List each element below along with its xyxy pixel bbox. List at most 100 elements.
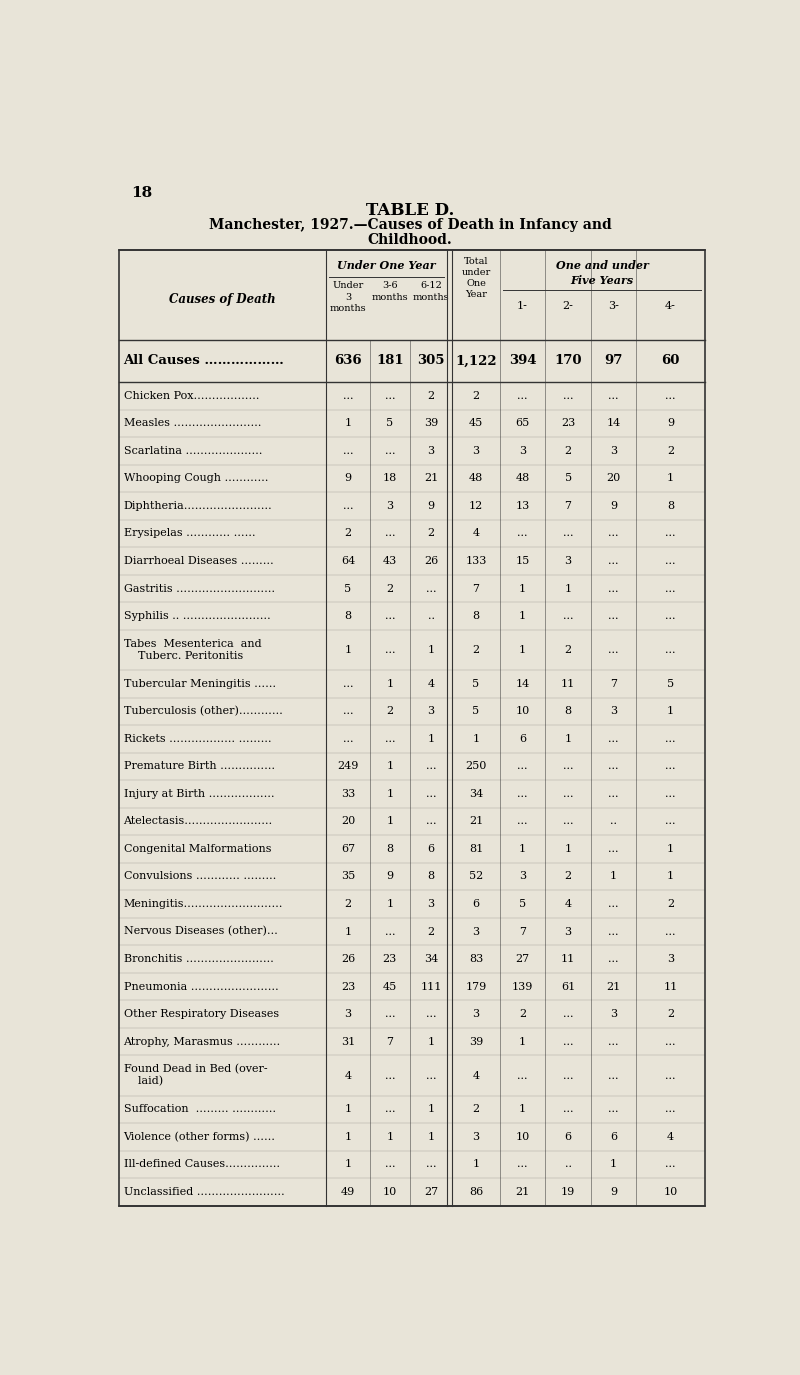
Text: ...: ... [518, 817, 528, 826]
Text: 21: 21 [515, 1187, 530, 1198]
Text: 11: 11 [561, 679, 575, 689]
Text: 6: 6 [473, 899, 479, 909]
Text: ...: ... [563, 390, 574, 400]
Text: Ill-defined Causes……………: Ill-defined Causes…………… [123, 1159, 280, 1170]
Text: 3: 3 [610, 446, 618, 456]
Text: 1: 1 [667, 844, 674, 854]
Text: ...: ... [385, 1009, 395, 1019]
Text: 3: 3 [519, 446, 526, 456]
Text: Injury at Birth ………………: Injury at Birth ……………… [123, 789, 274, 799]
Text: ...: ... [563, 1009, 574, 1019]
Text: 1: 1 [667, 707, 674, 716]
Text: Atelectasis……………………: Atelectasis…………………… [123, 817, 273, 826]
Text: ..: .. [565, 1159, 571, 1170]
Text: ...: ... [609, 583, 619, 594]
Text: 1: 1 [519, 844, 526, 854]
Text: 1: 1 [519, 1037, 526, 1046]
Text: ...: ... [609, 528, 619, 539]
Text: ...: ... [385, 927, 395, 936]
Text: 3: 3 [427, 446, 434, 456]
Text: Tubercular Meningitis ……: Tubercular Meningitis …… [123, 679, 276, 689]
Text: 249: 249 [338, 762, 358, 771]
Text: 1: 1 [345, 927, 351, 936]
Text: 3: 3 [519, 872, 526, 881]
Text: 1: 1 [519, 1104, 526, 1114]
Text: ...: ... [385, 645, 395, 654]
Text: 3-: 3- [608, 301, 619, 311]
Text: Erysipelas ………… ……: Erysipelas ………… …… [123, 528, 255, 539]
Text: ...: ... [665, 762, 676, 771]
Text: ...: ... [385, 734, 395, 744]
Text: ...: ... [385, 446, 395, 456]
Text: 4: 4 [473, 528, 479, 539]
Text: 1: 1 [667, 872, 674, 881]
Text: 27: 27 [515, 954, 530, 964]
Text: 1: 1 [345, 645, 351, 654]
Text: ...: ... [609, 789, 619, 799]
Text: 2: 2 [473, 390, 479, 400]
Text: 5: 5 [386, 418, 394, 429]
Text: 181: 181 [376, 355, 404, 367]
Text: ...: ... [426, 1009, 436, 1019]
Text: 10: 10 [515, 1132, 530, 1141]
Text: Diphtheria……………………: Diphtheria…………………… [123, 500, 272, 512]
Text: 2: 2 [386, 707, 394, 716]
Text: ...: ... [518, 528, 528, 539]
Text: One and under
Five Years: One and under Five Years [556, 260, 649, 286]
Text: 170: 170 [554, 355, 582, 367]
Text: 8: 8 [473, 610, 479, 622]
Text: 1: 1 [427, 1104, 434, 1114]
Text: 1: 1 [427, 1037, 434, 1046]
Text: Childhood.: Childhood. [368, 232, 452, 246]
Text: ...: ... [665, 390, 676, 400]
Text: 5: 5 [519, 899, 526, 909]
Text: 97: 97 [605, 355, 623, 367]
Text: 11: 11 [561, 954, 575, 964]
Text: 21: 21 [424, 473, 438, 484]
Text: 9: 9 [667, 418, 674, 429]
Text: 3: 3 [565, 556, 572, 566]
Text: 10: 10 [663, 1187, 678, 1198]
Text: Other Respiratory Diseases: Other Respiratory Diseases [123, 1009, 278, 1019]
Text: ...: ... [563, 817, 574, 826]
Text: ...: ... [609, 610, 619, 622]
Text: ...: ... [665, 817, 676, 826]
Text: 14: 14 [515, 679, 530, 689]
Text: ...: ... [665, 1037, 676, 1046]
Text: ...: ... [385, 1159, 395, 1170]
Text: 3: 3 [610, 1009, 618, 1019]
Text: ...: ... [665, 1071, 676, 1081]
Text: 4: 4 [345, 1071, 351, 1081]
Text: 23: 23 [341, 982, 355, 991]
Text: 7: 7 [610, 679, 617, 689]
Text: ...: ... [609, 645, 619, 654]
Text: 3: 3 [473, 927, 479, 936]
Text: 2: 2 [519, 1009, 526, 1019]
Text: 3: 3 [565, 927, 572, 936]
Text: 7: 7 [386, 1037, 394, 1046]
Text: 18: 18 [131, 186, 152, 201]
Text: 2: 2 [427, 927, 434, 936]
Text: Violence (other forms) ……: Violence (other forms) …… [123, 1132, 275, 1143]
Text: 636: 636 [334, 355, 362, 367]
Text: ...: ... [609, 844, 619, 854]
Text: 14: 14 [606, 418, 621, 429]
Text: 65: 65 [515, 418, 530, 429]
Text: 111: 111 [420, 982, 442, 991]
Text: 1: 1 [519, 610, 526, 622]
Text: Under
3
months: Under 3 months [330, 282, 366, 312]
Text: ...: ... [426, 762, 436, 771]
Text: 2: 2 [667, 1009, 674, 1019]
Text: 1: 1 [386, 762, 394, 771]
Text: Atrophy, Marasmus …………: Atrophy, Marasmus ………… [123, 1037, 281, 1046]
Text: 9: 9 [427, 500, 434, 512]
Text: 2-: 2- [562, 301, 574, 311]
Text: Bronchitis ……………………: Bronchitis …………………… [123, 954, 274, 964]
Text: 4: 4 [565, 899, 572, 909]
Text: 9: 9 [345, 473, 351, 484]
Text: 4: 4 [473, 1071, 479, 1081]
Text: ...: ... [426, 1071, 436, 1081]
Text: 2: 2 [427, 390, 434, 400]
Text: ...: ... [385, 1104, 395, 1114]
Text: ...: ... [342, 390, 354, 400]
